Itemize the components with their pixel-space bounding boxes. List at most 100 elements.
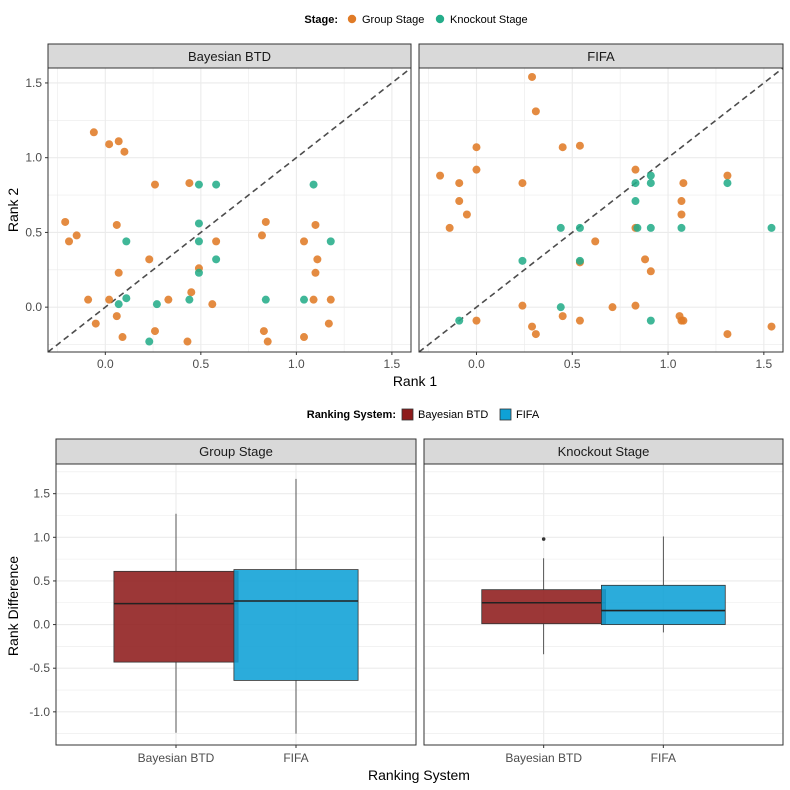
knockout-stage-point [114, 300, 123, 309]
group-stage-point [118, 333, 127, 342]
knockout-stage-point [556, 223, 565, 232]
knockout-stage-point [646, 223, 655, 232]
group-stage-point [679, 179, 688, 188]
group-stage-point [84, 295, 93, 304]
knockout-stage-point [326, 237, 335, 246]
knockout-stage-point [646, 171, 655, 180]
group-stage-point [472, 143, 481, 152]
x-tick-label: 1.5 [384, 357, 401, 371]
group-stage-point [300, 237, 309, 246]
group-stage-point [528, 72, 537, 81]
facet-strip-label: Group Stage [199, 444, 273, 459]
knockout-stage-point [122, 294, 131, 303]
group-stage-point [677, 210, 686, 219]
group-stage-point [641, 255, 650, 264]
y-tick-label: 1.0 [33, 530, 50, 544]
group-stage-point [326, 295, 335, 304]
group-stage-point [455, 179, 464, 188]
ranking-legend-key [499, 408, 512, 421]
group-stage-point [575, 141, 584, 150]
group-stage-point [257, 231, 266, 240]
group-stage-point [112, 220, 121, 229]
knockout-stage-point [646, 316, 655, 325]
knockout-stage-point [212, 180, 221, 189]
group-stage-point [455, 197, 464, 206]
knockout-stage-point [194, 180, 203, 189]
x-tick-label: 1.0 [660, 357, 677, 371]
group-stage-point [311, 220, 320, 229]
facet-strip [418, 43, 784, 69]
group-stage-point [518, 179, 527, 188]
group-stage-point [646, 267, 655, 276]
ranking-legend-label: FIFA [516, 409, 540, 421]
group-stage-point [518, 301, 527, 310]
knockout-stage-point [575, 256, 584, 265]
facet-strip [423, 438, 784, 465]
y-tick-label: -0.5 [29, 661, 50, 675]
group-stage-point [120, 147, 129, 156]
group-stage-point [300, 333, 309, 342]
y-tick-label: 1.0 [25, 151, 42, 165]
group-stage-point [631, 165, 640, 174]
group-stage-point [309, 295, 318, 304]
group-stage-point [462, 210, 471, 219]
group-stage-point [72, 231, 81, 240]
group-stage-point [313, 255, 322, 264]
group-stage-point [183, 337, 192, 346]
group-stage-point [528, 322, 537, 331]
group-stage-point [631, 301, 640, 310]
group-stage-point [679, 316, 688, 325]
group-stage-point [185, 179, 194, 188]
knockout-stage-point [455, 316, 464, 325]
group-stage-point [187, 288, 196, 297]
group-stage-point [311, 268, 320, 277]
stage-legend-key [435, 14, 445, 24]
ranking-legend-key [401, 408, 414, 421]
x-tick-label: FIFA [283, 751, 308, 765]
group-stage-point [472, 165, 481, 174]
facet-strip-label: FIFA [587, 49, 615, 64]
knockout-stage-point [767, 223, 776, 232]
knockout-stage-point [300, 295, 309, 304]
y-axis-title: Rank Difference [5, 556, 21, 656]
x-axis-title: Ranking System [368, 767, 470, 783]
y-tick-label: 0.5 [25, 225, 42, 239]
stage-legend-label: Knockout Stage [450, 14, 528, 26]
y-axis-title: Rank 2 [5, 188, 21, 233]
ranking-legend-title: Ranking System: [307, 409, 396, 421]
group-stage-point [112, 312, 121, 321]
group-stage-point [324, 319, 333, 328]
knockout-stage-point [633, 223, 642, 232]
x-tick-label: FIFA [651, 751, 676, 765]
group-stage-point [212, 237, 221, 246]
group-stage-point [105, 140, 114, 149]
knockout-stage-point [152, 300, 161, 309]
knockout-stage-point [518, 256, 527, 265]
group-stage-point [723, 171, 732, 180]
knockout-stage-point [723, 179, 732, 188]
knockout-stage-point [646, 179, 655, 188]
y-tick-label: 0.0 [33, 618, 50, 632]
group-stage-point [558, 143, 567, 152]
y-tick-label: 0.0 [25, 300, 42, 314]
knockout-stage-point [309, 180, 318, 189]
y-tick-label: -1.0 [29, 705, 50, 719]
x-tick-label: 0.0 [97, 357, 114, 371]
group-stage-point [767, 322, 776, 331]
stage-legend-label: Group Stage [362, 14, 424, 26]
group-stage-point [65, 237, 74, 246]
group-stage-point [472, 316, 481, 325]
knockout-stage-point [631, 197, 640, 206]
x-tick-label: 0.5 [192, 357, 209, 371]
group-stage-point [164, 295, 173, 304]
group-stage-point [114, 268, 123, 277]
knockout-stage-point [194, 237, 203, 246]
x-axis-title: Rank 1 [393, 373, 438, 389]
group-stage-point [150, 180, 159, 189]
group-stage-point [591, 237, 600, 246]
group-stage-point [531, 107, 540, 116]
facet-strip [55, 438, 417, 465]
bayesian-btd-box [481, 589, 606, 625]
group-stage-point [445, 223, 454, 232]
